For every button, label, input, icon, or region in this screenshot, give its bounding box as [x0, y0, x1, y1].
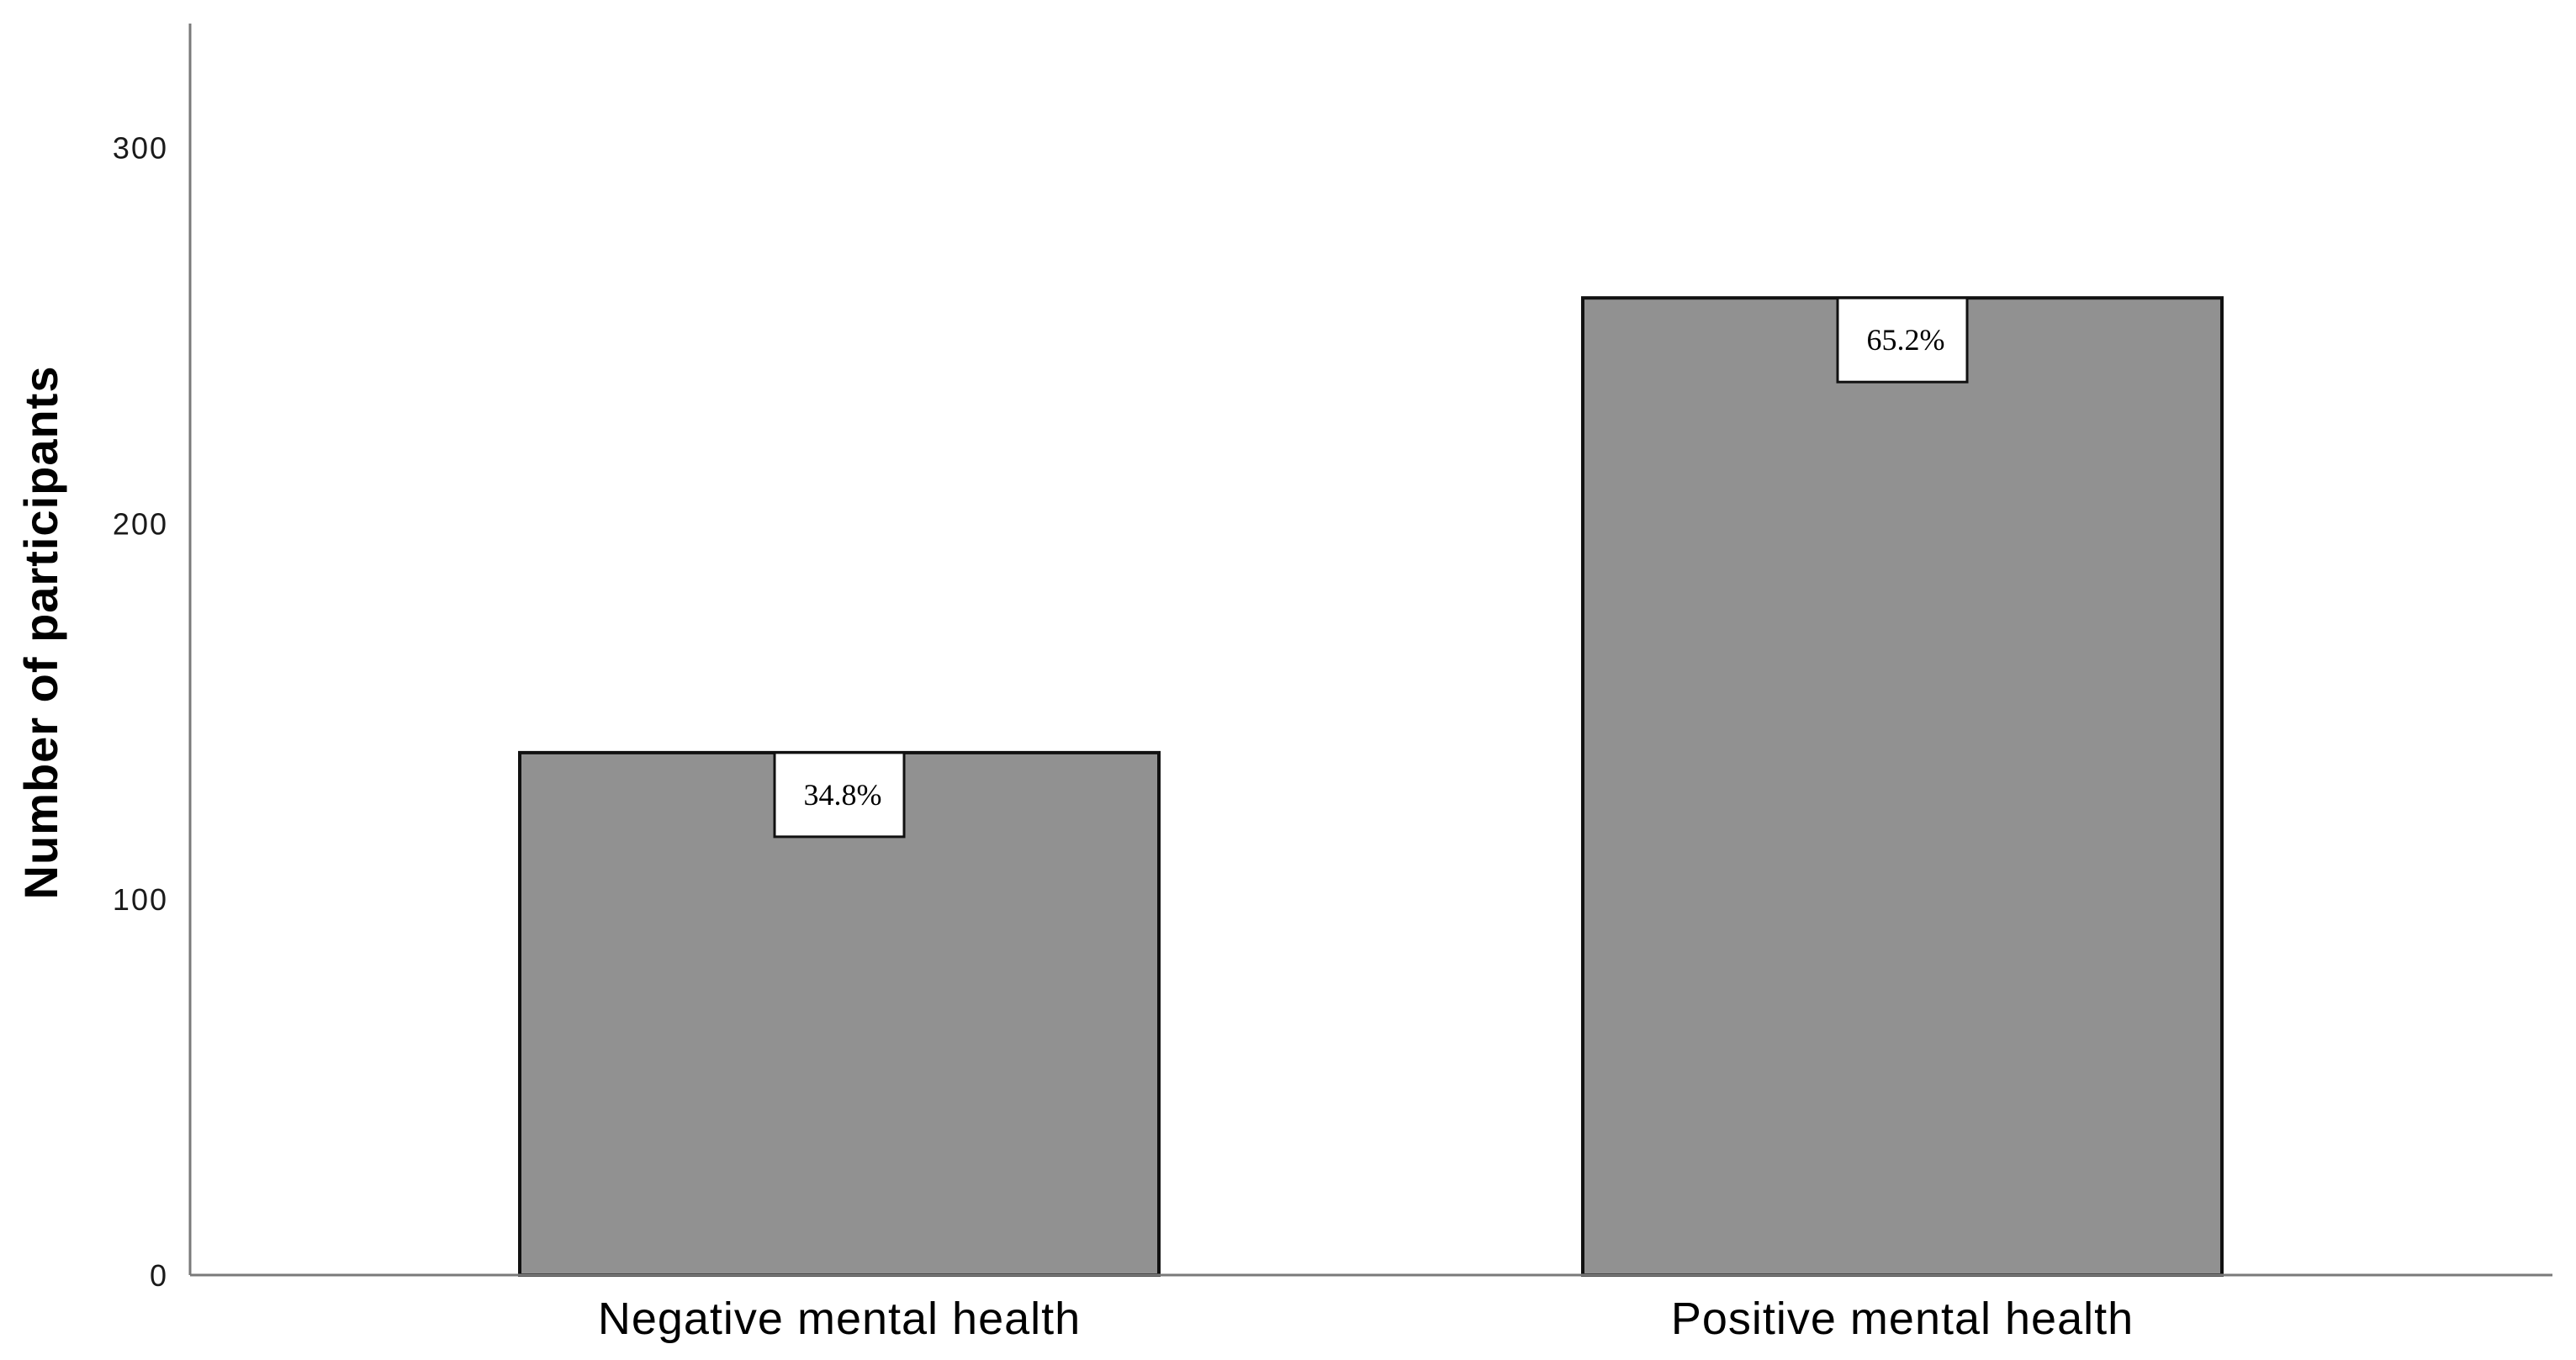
y-tick-label: 0: [150, 1258, 168, 1293]
data-label: 34.8%: [804, 778, 882, 812]
bars: [518, 296, 2224, 1277]
x-axis-category-labels: Negative mental health Positive mental he…: [598, 1294, 2134, 1344]
bar-data-labels: 34.8% 65.2%: [773, 296, 1969, 839]
bar: [518, 750, 1161, 1277]
y-tick-label: 200: [113, 506, 168, 541]
y-axis-title: Number of participants: [14, 366, 67, 900]
y-tick-label: 300: [113, 130, 168, 165]
y-tick-label: 100: [113, 882, 168, 917]
y-axis-ticks: 0 100 200 300: [113, 130, 168, 1293]
data-label-box: [773, 751, 906, 839]
bar: [1581, 296, 2224, 1277]
data-label-box: [1836, 296, 1969, 384]
x-category-label: Positive mental health: [1671, 1294, 2134, 1344]
data-label: 65.2%: [1867, 323, 1945, 357]
x-category-label: Negative mental health: [598, 1294, 1081, 1344]
